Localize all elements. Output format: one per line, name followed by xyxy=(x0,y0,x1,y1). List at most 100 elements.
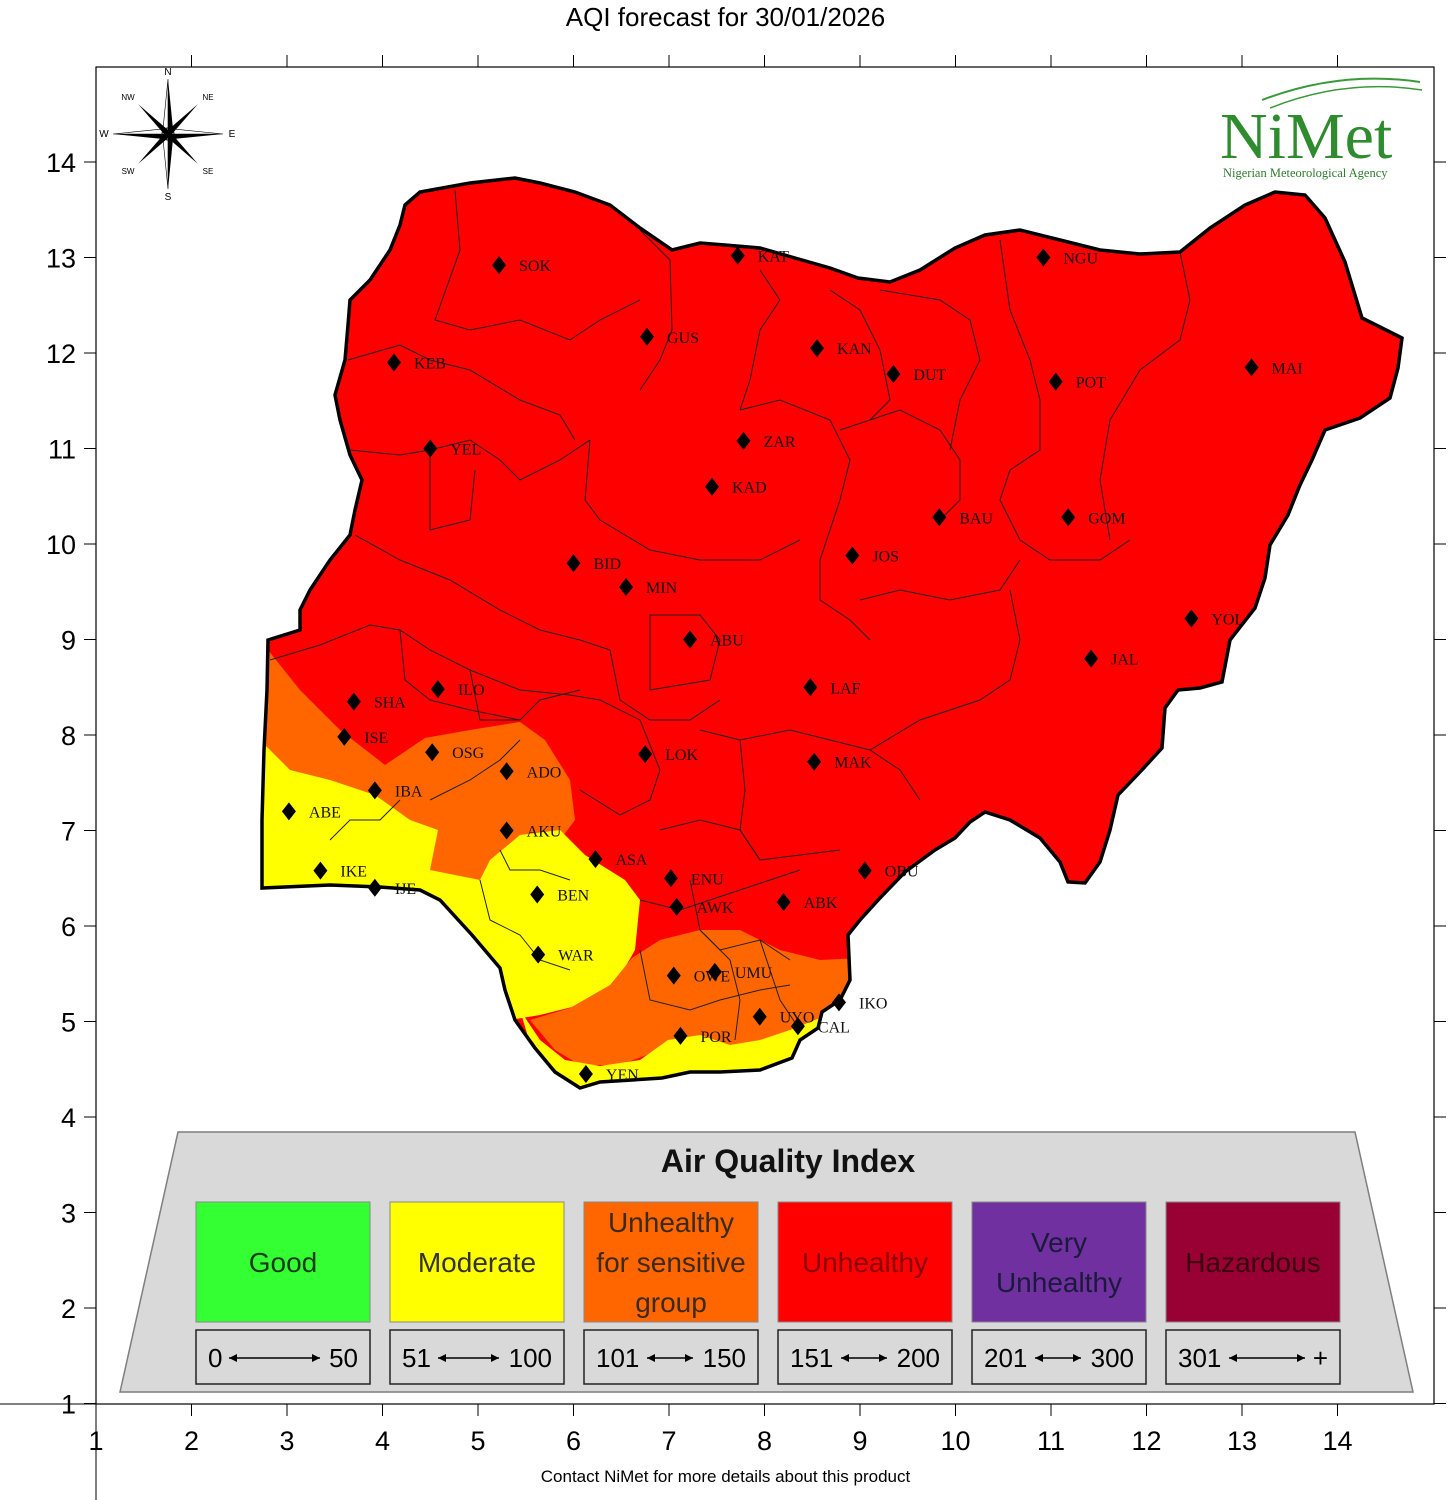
station-marker xyxy=(730,246,745,265)
station-enu: ENU xyxy=(663,869,724,888)
state-boundary xyxy=(479,879,571,971)
station-label: MIN xyxy=(646,580,678,597)
station-marker xyxy=(803,678,818,697)
compass-rose: N S E W NE NW SE SW xyxy=(99,67,235,203)
station-marker xyxy=(499,762,514,781)
station-marker xyxy=(566,554,581,573)
x-tick-label: 9 xyxy=(852,1426,867,1456)
state-boundary xyxy=(434,189,641,341)
sensitive-zone xyxy=(262,640,575,880)
y-tick-label: 11 xyxy=(48,435,76,465)
station-marker xyxy=(673,1026,688,1045)
station-label: AWK xyxy=(697,900,734,917)
station-label: LAF xyxy=(830,680,860,697)
state-boundary xyxy=(329,799,401,841)
station-marker xyxy=(736,431,751,450)
x-tick-label: 7 xyxy=(661,1426,676,1456)
legend-label: Unhealthy xyxy=(802,1247,928,1278)
station-marker xyxy=(386,353,401,372)
legend-range-end: 100 xyxy=(509,1343,552,1373)
state-boundary xyxy=(469,669,581,721)
y-tick-label: 1 xyxy=(61,1390,76,1420)
legend-item: Unhealthy 151 200 xyxy=(777,1201,953,1385)
country-border xyxy=(260,176,1404,1090)
station-cal: CAL xyxy=(790,1017,850,1036)
legend-range-start: 201 xyxy=(984,1343,1027,1373)
compass-se: SE xyxy=(203,167,214,176)
station-marker xyxy=(810,339,825,358)
state-boundary xyxy=(819,499,871,641)
station-mai: MAI xyxy=(1244,358,1303,377)
state-boundary xyxy=(579,699,661,816)
station-marker xyxy=(638,745,653,764)
unhealthy-zone xyxy=(262,178,1402,1088)
state-boundary xyxy=(859,559,1021,601)
station-marker xyxy=(790,1017,805,1036)
station-ilo: ILO xyxy=(430,680,485,699)
station-label: OSG xyxy=(452,745,484,762)
station-marker xyxy=(531,945,546,964)
legend-panel xyxy=(119,1131,1414,1393)
station-laf: LAF xyxy=(803,678,861,697)
legend-label: for sensitive xyxy=(596,1247,745,1278)
logo-text: NiMet xyxy=(1220,100,1392,173)
station-label: YEL xyxy=(450,442,481,459)
station-por: POR xyxy=(673,1026,732,1046)
state-boundary xyxy=(1099,251,1191,541)
state-boundary xyxy=(354,534,611,651)
station-marker xyxy=(1036,248,1051,267)
station-label: ASA xyxy=(615,852,647,869)
aqi-legend: Air Quality Index Good 0 50 Moderate 51 100 Un… xyxy=(119,1131,1414,1393)
station-label: ABU xyxy=(710,633,744,650)
station-marker xyxy=(1084,649,1099,668)
station-ado: ADO xyxy=(499,762,561,781)
station-ike: IKE xyxy=(313,861,367,881)
legend-range-box xyxy=(389,1329,565,1385)
station-label: ABK xyxy=(804,895,838,912)
y-tick-label: 12 xyxy=(46,339,76,369)
legend-swatch xyxy=(583,1201,759,1323)
station-label: KAT xyxy=(758,249,789,266)
state-boundary xyxy=(649,614,721,691)
station-marker xyxy=(492,256,507,275)
station-asa: ASA xyxy=(588,850,648,869)
y-tick-label: 5 xyxy=(61,1008,76,1038)
station-iba: IBA xyxy=(367,781,423,800)
station-markers: SOK KAT NGU GUS KAN KEB DUT POT MAI YEL ZAR KAD BAU G… xyxy=(281,246,1303,1084)
nimet-logo: NiMet Nigerian Meteorological Agency xyxy=(1220,77,1423,180)
x-tick-label: 6 xyxy=(566,1426,581,1456)
legend-item: Very Unhealthy 201 300 xyxy=(971,1201,1147,1385)
legend-item: Unhealthy for sensitive group 101 150 xyxy=(583,1201,759,1385)
state-boundary xyxy=(349,439,591,481)
station-label: DUT xyxy=(913,367,946,384)
station-label: ISE xyxy=(364,730,388,747)
station-label: KAN xyxy=(837,341,872,358)
station-jos: JOS xyxy=(845,546,899,565)
station-marker xyxy=(430,680,445,699)
state-boundary xyxy=(999,469,1131,561)
station-dut: DUT xyxy=(886,365,947,384)
station-label: AKU xyxy=(527,824,562,841)
legend-title: Air Quality Index xyxy=(661,1143,915,1179)
state-boundary xyxy=(609,649,721,721)
station-marker xyxy=(776,893,791,912)
station-marker xyxy=(1048,372,1063,391)
legend-range-end: 300 xyxy=(1091,1343,1134,1373)
station-label: GOM xyxy=(1088,510,1125,527)
station-label: UMU xyxy=(735,965,773,982)
station-marker xyxy=(619,577,634,596)
station-label: BID xyxy=(594,556,622,573)
station-label: ABE xyxy=(309,804,341,821)
state-boundary xyxy=(429,450,476,531)
station-aku: AKU xyxy=(499,821,562,841)
station-marker xyxy=(530,885,545,904)
station-min: MIN xyxy=(619,577,678,597)
station-marker xyxy=(281,802,296,821)
compass-w: W xyxy=(99,129,109,140)
station-label: OBU xyxy=(885,864,919,881)
station-bid: BID xyxy=(566,554,622,573)
x-tick-label: 8 xyxy=(757,1426,772,1456)
compass-nw: NW xyxy=(121,93,135,102)
station-label: IKE xyxy=(340,864,367,881)
